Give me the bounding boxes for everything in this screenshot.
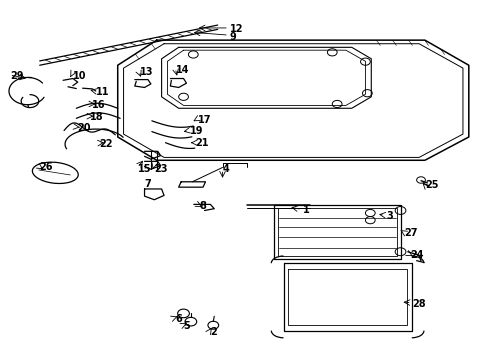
- Text: 2: 2: [210, 327, 217, 337]
- Text: 22: 22: [99, 139, 112, 149]
- Text: 29: 29: [10, 71, 24, 81]
- Text: 20: 20: [78, 123, 91, 133]
- Text: 19: 19: [189, 126, 203, 135]
- Text: 27: 27: [404, 228, 417, 238]
- Text: 24: 24: [409, 250, 423, 260]
- Text: 6: 6: [175, 314, 182, 324]
- Text: 16: 16: [92, 100, 105, 111]
- Text: 13: 13: [140, 67, 153, 77]
- Text: 26: 26: [40, 162, 53, 172]
- Text: 12: 12: [229, 24, 243, 35]
- Text: 8: 8: [199, 201, 206, 211]
- Text: 28: 28: [412, 299, 426, 309]
- Text: 4: 4: [222, 164, 229, 174]
- Text: 5: 5: [183, 321, 190, 331]
- Text: 9: 9: [229, 32, 236, 41]
- Text: 10: 10: [73, 71, 86, 81]
- Text: 15: 15: [138, 163, 151, 174]
- Text: 17: 17: [198, 115, 211, 125]
- Text: 21: 21: [195, 139, 209, 148]
- Text: 11: 11: [96, 87, 109, 97]
- Text: 25: 25: [424, 180, 438, 190]
- Text: 7: 7: [144, 179, 151, 189]
- Text: 18: 18: [89, 112, 103, 122]
- Text: 3: 3: [385, 211, 392, 221]
- Text: 23: 23: [154, 163, 167, 174]
- Text: 1: 1: [303, 206, 309, 216]
- Text: 14: 14: [176, 64, 189, 75]
